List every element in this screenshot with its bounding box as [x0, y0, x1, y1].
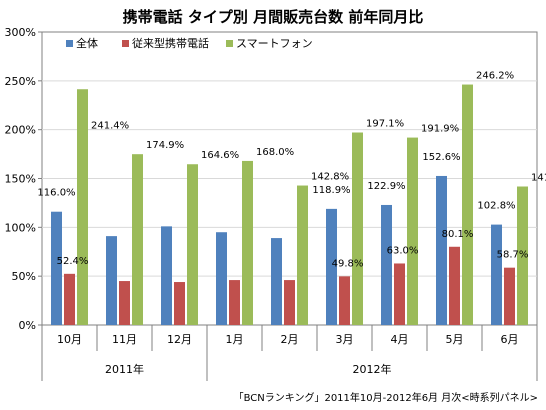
x-tick-label: 4月 [391, 333, 409, 346]
data-label: 142.8% [311, 172, 349, 183]
bar-smartphone [517, 186, 528, 325]
legend-swatch [226, 40, 233, 47]
legend: 全体 従来型携帯電話 スマートフォン [66, 36, 313, 50]
bar-conventional [284, 280, 295, 325]
y-tick-label: 0% [19, 319, 36, 332]
x-tick-label: 2月 [281, 333, 299, 346]
bar-total [51, 211, 62, 325]
data-labels: 116.0% 118.9% 122.9% 152.6% 102.8% 52.4% 49.8%… [37, 71, 546, 270]
legend-label: スマートフォン [236, 37, 313, 50]
x-tick-label: 1月 [226, 333, 244, 346]
data-label: 191.9% [421, 124, 459, 135]
y-tick-label: 50% [12, 270, 36, 283]
bar-smartphone [242, 160, 253, 325]
data-label: 164.6% [201, 150, 239, 161]
data-label: 141.8% [531, 173, 546, 184]
bar-conventional [174, 282, 185, 325]
bar-smartphone [77, 89, 88, 325]
x-tick-label: 12月 [167, 333, 192, 346]
data-label: 63.0% [387, 245, 419, 256]
data-label: 116.0% [37, 188, 75, 199]
data-label: 80.1% [442, 229, 474, 240]
bar-conventional [449, 246, 460, 325]
bar-smartphone [132, 154, 143, 325]
bar-conventional [229, 280, 240, 325]
data-label: 118.9% [312, 185, 350, 196]
bar-total [491, 224, 502, 325]
data-label: 58.7% [497, 250, 529, 261]
bar-conventional [504, 267, 515, 325]
y-axis: 0% 50% 100% 150% 200% 250% 300% [5, 26, 42, 332]
data-label: 102.8% [477, 201, 515, 212]
data-label: 152.6% [422, 152, 460, 163]
bar-smartphone [352, 132, 363, 325]
bar-conventional [394, 263, 405, 325]
data-label: 122.9% [367, 181, 405, 192]
bar-total [381, 204, 392, 325]
bar-conventional [119, 281, 130, 325]
bar-smartphone [462, 84, 473, 325]
data-label: 168.0% [256, 147, 294, 158]
x-group-label: 2012年 [353, 362, 392, 376]
data-label: 49.8% [332, 258, 364, 269]
data-label: 52.4% [57, 256, 89, 267]
data-label: 246.2% [476, 71, 514, 82]
data-label: 241.4% [91, 120, 129, 131]
x-tick-label: 11月 [112, 333, 137, 346]
bar-conventional [64, 273, 75, 325]
bars [51, 84, 528, 325]
x-axis: 10月 11月 12月 1月 2月 3月 4月 5月 6月 2011年 2012年 [41, 325, 538, 381]
x-tick-label: 5月 [446, 333, 464, 346]
legend-label: 従来型携帯電話 [132, 36, 209, 50]
legend-swatch [122, 40, 129, 47]
y-tick-label: 200% [5, 124, 36, 137]
y-tick-label: 300% [5, 26, 36, 39]
data-label: 197.1% [366, 118, 404, 129]
bar-total [271, 238, 282, 325]
x-tick-label: 10月 [57, 333, 82, 346]
bar-total [326, 208, 337, 325]
legend-label: 全体 [76, 36, 98, 50]
bar-total [106, 236, 117, 325]
source-note: 「BCNランキング」2011年10月-2012年6月 月次<時系列パネル> [233, 393, 538, 404]
bar-total [216, 232, 227, 325]
chart-title: 携帯電話 タイプ別 月間販売台数 前年同月比 [122, 8, 424, 26]
y-tick-label: 150% [5, 173, 36, 186]
bar-smartphone [297, 185, 308, 325]
bar-total [436, 175, 447, 325]
x-tick-label: 3月 [336, 333, 354, 346]
legend-swatch [66, 40, 73, 47]
gridlines [41, 31, 538, 326]
bar-smartphone [187, 164, 198, 325]
bar-smartphone [407, 137, 418, 325]
bar-conventional [339, 276, 350, 325]
x-group-label: 2011年 [105, 362, 144, 376]
x-tick-label: 6月 [501, 333, 519, 346]
y-tick-label: 100% [5, 221, 36, 234]
bar-total [161, 226, 172, 325]
y-tick-label: 250% [5, 75, 36, 88]
data-label: 174.9% [146, 140, 184, 151]
